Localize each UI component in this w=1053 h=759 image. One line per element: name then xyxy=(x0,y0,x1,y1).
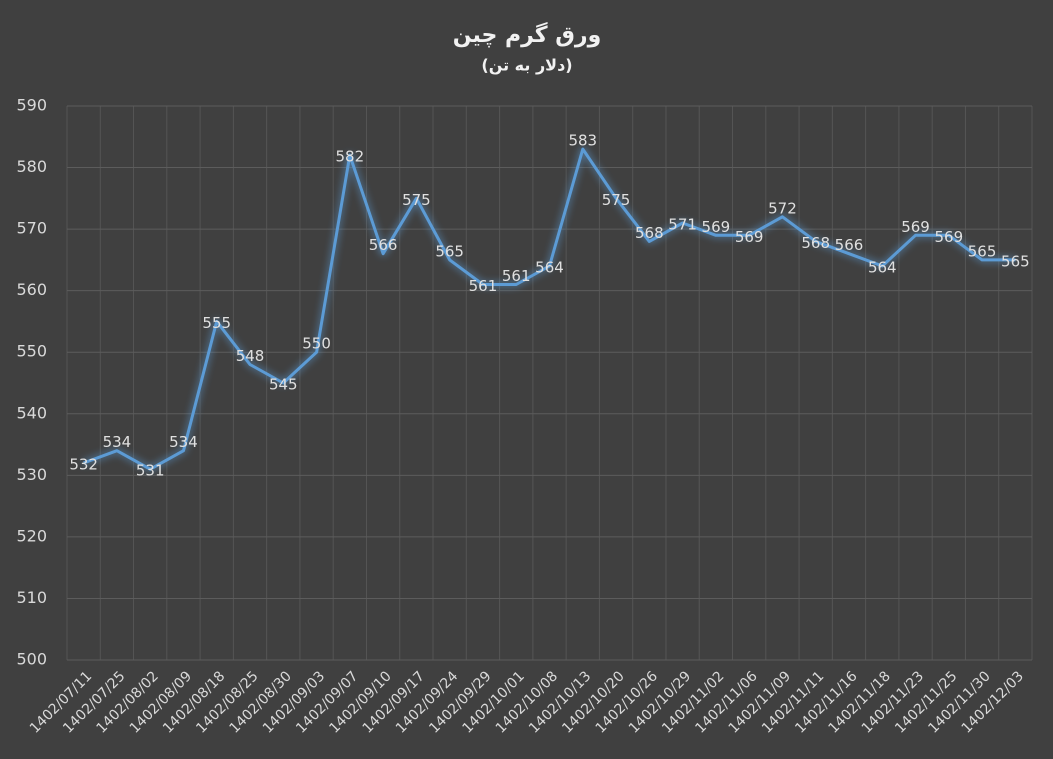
data-label: 531 xyxy=(136,462,165,480)
data-label: 565 xyxy=(435,242,464,260)
y-tick-label: 540 xyxy=(16,403,47,422)
data-label: 575 xyxy=(602,191,631,209)
data-label: 568 xyxy=(635,224,664,242)
data-label: 534 xyxy=(103,433,132,451)
y-tick-label: 570 xyxy=(16,219,47,238)
data-label: 555 xyxy=(202,314,231,332)
data-label: 569 xyxy=(901,218,930,236)
data-label: 566 xyxy=(369,236,398,254)
data-label: 569 xyxy=(702,218,731,236)
data-label: 545 xyxy=(269,376,298,394)
data-label: 568 xyxy=(801,234,830,252)
data-label: 575 xyxy=(402,191,431,209)
data-label: 566 xyxy=(835,236,864,254)
y-tick-label: 510 xyxy=(16,588,47,607)
data-label: 532 xyxy=(69,456,98,474)
data-line xyxy=(83,147,1016,471)
data-label: 571 xyxy=(668,215,697,233)
data-label: 550 xyxy=(302,335,331,353)
data-label: 582 xyxy=(336,148,365,166)
y-tick-label: 500 xyxy=(16,650,47,669)
data-label: 569 xyxy=(934,228,963,246)
data-label: 534 xyxy=(169,433,198,451)
data-label: 548 xyxy=(236,347,265,365)
data-label: 564 xyxy=(535,259,564,277)
data-label: 583 xyxy=(568,132,597,150)
data-label: 572 xyxy=(768,199,797,217)
y-tick-label: 550 xyxy=(16,342,47,361)
chart-subtitle: (دلار به تن) xyxy=(481,56,572,75)
y-tick-label: 560 xyxy=(16,280,47,299)
chart-title: ورق گرم چین xyxy=(453,21,602,48)
data-label: 561 xyxy=(502,267,531,285)
y-tick-label: 590 xyxy=(16,96,47,115)
y-tick-label: 530 xyxy=(16,465,47,484)
y-tick-label: 580 xyxy=(16,157,47,176)
y-tick-label: 520 xyxy=(16,526,47,545)
data-label: 565 xyxy=(968,242,997,260)
data-label: 565 xyxy=(1001,252,1030,270)
data-label: 569 xyxy=(735,228,764,246)
data-label: 561 xyxy=(469,277,498,295)
data-label: 564 xyxy=(868,259,897,277)
